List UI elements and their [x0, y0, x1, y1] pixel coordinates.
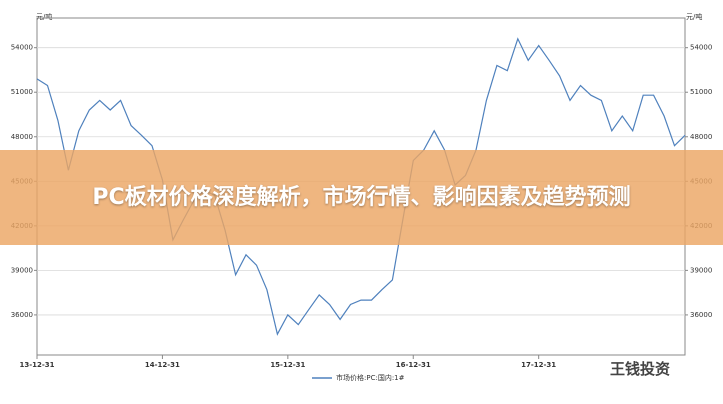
watermark: 王钱投资 — [610, 360, 671, 378]
y-tick-label: 51000 — [11, 88, 33, 96]
x-tick-label: 13-12-31 — [19, 361, 54, 369]
y2-unit: 元/吨 — [686, 12, 702, 21]
x-tick-label: 17-12-31 — [521, 361, 556, 369]
y2-tick-label: 54000 — [690, 44, 712, 52]
legend-label: 市场价格:PC:国内:1# — [336, 373, 405, 382]
y-tick-label: 48000 — [11, 133, 33, 141]
y2-tick-label: 39000 — [690, 266, 712, 274]
y-tick-label: 39000 — [11, 266, 33, 274]
x-tick-label: 15-12-31 — [270, 361, 305, 369]
y-tick-label: 36000 — [11, 311, 33, 319]
y2-tick-label: 48000 — [690, 133, 712, 141]
y2-tick-label: 51000 — [690, 88, 712, 96]
x-tick-label: 14-12-31 — [145, 361, 180, 369]
y-tick-label: 54000 — [11, 44, 33, 52]
title-banner: PC板材价格深度解析，市场行情、影响因素及趋势预测 — [0, 150, 723, 245]
y2-tick-label: 36000 — [690, 311, 712, 319]
chart-title: PC板材价格深度解析，市场行情、影响因素及趋势预测 — [92, 184, 631, 210]
y-unit: 元/吨 — [36, 12, 52, 21]
x-tick-label: 16-12-31 — [396, 361, 431, 369]
series-line — [36, 37, 686, 336]
